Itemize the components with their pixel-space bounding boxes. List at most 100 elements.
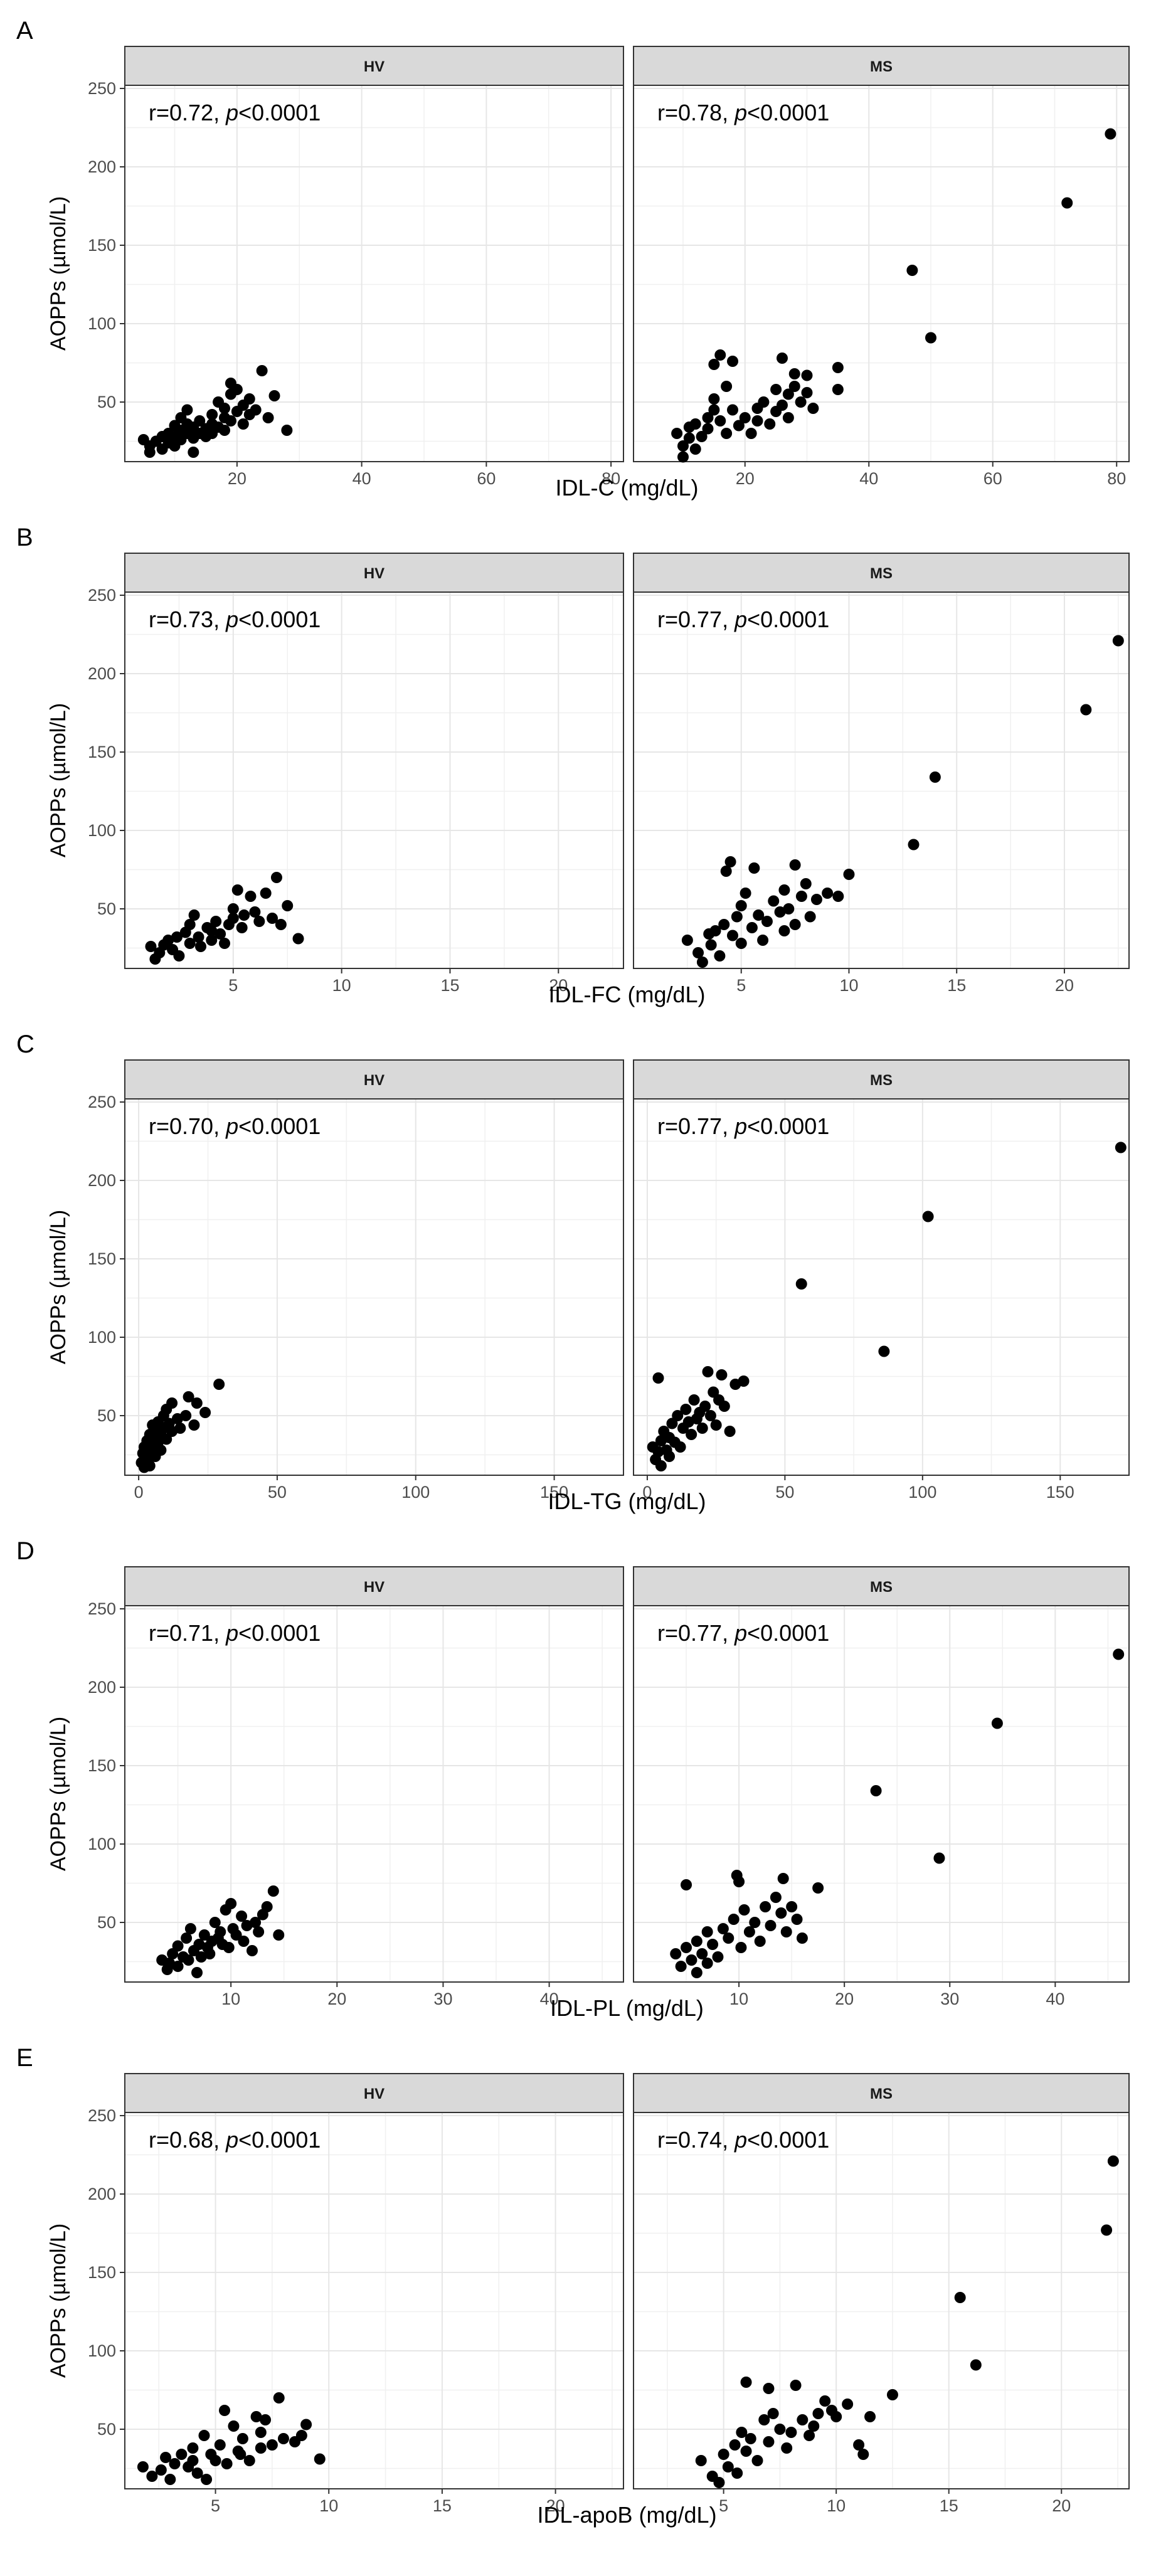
correlation-r: r=0.68, [149,2127,226,2153]
data-point [194,415,206,427]
y-axis-title: AOPPs (µmol/L) [46,2224,70,2378]
data-point [708,393,720,405]
data-point [785,2427,797,2438]
data-point [724,1426,736,1437]
data-point [181,404,193,416]
y-tick-label: 200 [88,1678,116,1697]
data-point [832,384,844,395]
data-point [763,2383,775,2394]
data-point [277,2433,289,2444]
data-point [184,919,196,930]
p-symbol: p [734,1113,747,1139]
data-point [738,1375,750,1387]
data-point [250,2411,262,2422]
facet-hv: HV 20 40 60 80 r=0.72, p<0.0001 [124,46,624,488]
data-point [721,381,733,392]
x-tick-label: 150 [1046,1483,1074,1502]
y-tick-label: 250 [88,1599,116,1618]
data-point [681,1879,692,1890]
data-point [708,1386,719,1398]
data-point [206,925,218,936]
facet-strip [124,1566,624,1606]
data-point [696,1948,708,1959]
data-point [886,2389,898,2400]
x-axis-title: IDL-TG (mg/dL) [548,1488,706,1514]
data-point [970,2359,982,2371]
data-point [144,447,156,458]
data-point [727,404,738,416]
correlation-annotation: r=0.71, p<0.0001 [149,1620,321,1646]
data-point [702,412,714,423]
data-point [780,1926,792,1937]
data-point [137,2461,149,2473]
plot-area [125,1099,623,1475]
data-point [255,2427,267,2438]
data-point [740,888,751,899]
data-point [788,368,800,379]
facet-strip [633,553,1130,593]
data-point [173,950,185,962]
x-tick-label: 0 [642,1483,652,1502]
data-point [238,1936,250,1947]
data-point [282,900,294,911]
x-axis-title: IDL-apoB (mg/dL) [537,2502,716,2528]
data-point [174,1423,186,1434]
data-point [763,2436,775,2447]
x-tick-label: 20 [736,469,755,488]
data-point [215,1926,226,1937]
x-tick-label: 30 [940,1990,959,2008]
data-point [758,2414,770,2425]
data-point [193,1939,205,1950]
y-tick-label: 200 [88,664,116,683]
x-tick-label: 15 [433,2496,452,2515]
data-point [672,1410,684,1421]
panel-label: A [16,17,33,45]
data-point [671,428,683,439]
x-tick-label: 80 [1107,469,1126,488]
data-point [801,387,813,398]
data-point [184,1923,196,1934]
correlation-annotation: r=0.77, p<0.0001 [657,607,829,632]
data-point [145,941,157,952]
data-point [686,1954,697,1966]
data-point [843,869,855,880]
plot-border [633,2112,1130,2489]
p-symbol: p [225,2127,238,2153]
data-point [906,265,918,276]
data-point [245,891,257,902]
data-point [155,1444,167,1456]
data-point [718,919,730,930]
y-tick-label: 150 [88,1756,116,1775]
data-point [227,913,239,924]
data-point [738,1904,750,1916]
plot-border [633,1098,1130,1476]
correlation-annotation: r=0.68, p<0.0001 [149,2127,321,2153]
x-tick-label: 0 [134,1483,144,1502]
data-point [181,1932,193,1944]
x-tick-label: 10 [729,1990,748,2008]
plot-area [125,592,623,968]
data-point [702,1366,714,1377]
correlation-r: r=0.77, [657,1620,734,1646]
data-point [228,2420,240,2432]
data-point [183,1954,194,1966]
y-tick-label: 100 [88,821,116,840]
data-point [206,935,218,946]
correlation-r: r=0.70, [149,1113,226,1139]
facet-ms: MS 20 40 60 80 r=0.78, p<0.0001 [633,46,1130,488]
panel-label: C [16,1031,34,1058]
data-point [209,2455,221,2466]
facet-strip-label: HV [364,2086,384,2102]
p-value: <0.0001 [238,1113,321,1139]
data-point [807,403,819,414]
data-point [728,1914,740,1925]
data-point [231,884,243,896]
data-point [754,1936,766,1947]
data-point [214,2439,226,2451]
data-point [720,866,732,877]
data-point [705,939,717,951]
correlation-annotation: r=0.78, p<0.0001 [657,100,829,125]
data-point [795,1278,807,1290]
y-tick-label: 50 [97,899,116,918]
